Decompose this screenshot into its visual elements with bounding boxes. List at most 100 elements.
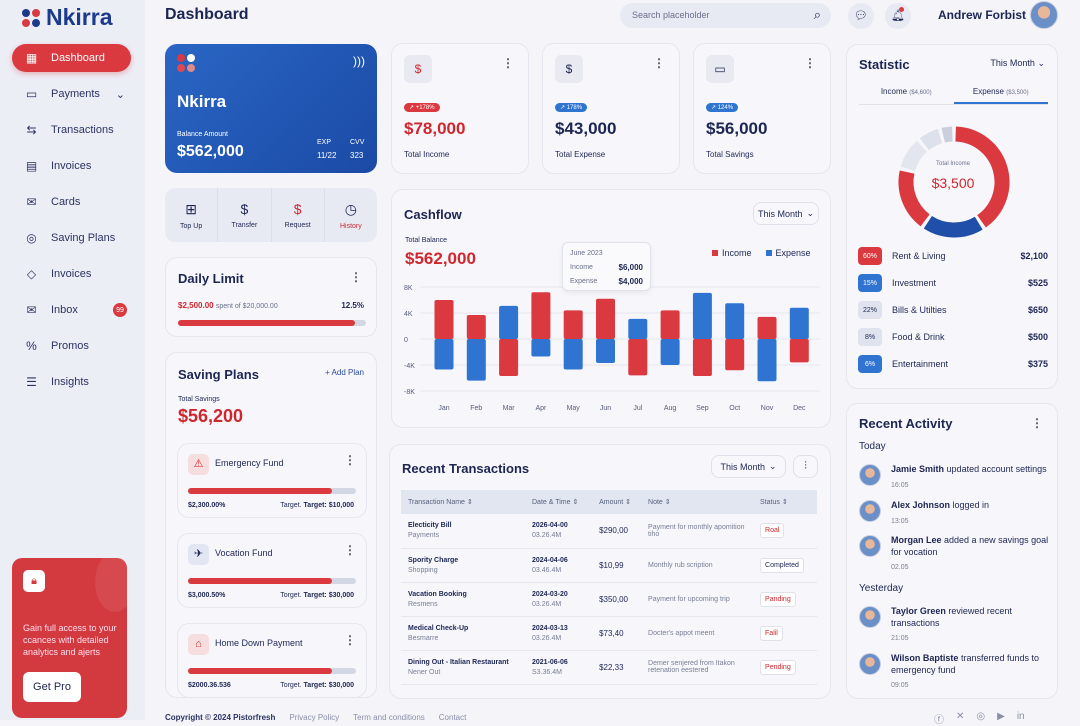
sidebar-item-cards[interactable]: ✉ Cards bbox=[12, 188, 131, 216]
youtube-icon[interactable]: ▶ bbox=[997, 711, 1005, 722]
add-plan-button[interactable]: + Add Plan bbox=[325, 368, 364, 377]
terms-link[interactable]: Term and conditions bbox=[353, 713, 425, 722]
more-icon[interactable]: ⋮ bbox=[653, 56, 665, 70]
more-icon[interactable]: ⋮ bbox=[1031, 416, 1043, 430]
y-tick-label: 4K bbox=[404, 311, 413, 318]
statistic-item[interactable]: 22% Bills & Utilties $650 bbox=[858, 300, 1048, 320]
category-label: Bills & Utilties bbox=[892, 305, 947, 315]
statistic-filter[interactable]: This Month ⌄ bbox=[990, 58, 1045, 68]
statistic-item[interactable]: 15% Investment $525 bbox=[858, 273, 1048, 293]
category-amount: $525 bbox=[1027, 278, 1048, 288]
bar-negative-sep bbox=[692, 339, 712, 377]
activity-item[interactable]: Alex Johnson logged in 13:05 bbox=[859, 500, 1049, 527]
filter-settings-icon[interactable]: ⫶ bbox=[793, 455, 818, 478]
segment-other bbox=[941, 126, 953, 143]
transaction-date: 2026-04-00 bbox=[532, 522, 568, 530]
sidebar-item-inbox[interactable]: ✉ Inbox 99 bbox=[12, 296, 131, 324]
insights-icon: ☰ bbox=[26, 375, 37, 389]
activity-item[interactable]: Wilson Baptiste transferred funds to eme… bbox=[859, 653, 1049, 692]
contactless-icon: ))) bbox=[353, 54, 365, 68]
transaction-category: Shopping bbox=[408, 566, 438, 574]
sidebar-item-payments[interactable]: ▭ Payments ⌄ bbox=[12, 80, 131, 108]
plan-name: Home Down Payment bbox=[215, 638, 303, 648]
saving-plan-item[interactable]: ⌂ Home Down Payment ⋮ $2000.36.536 Torge… bbox=[177, 623, 367, 698]
bar-positive-may bbox=[563, 310, 583, 339]
contact-link[interactable]: Contact bbox=[438, 713, 467, 722]
instagram-icon[interactable]: ◎ bbox=[976, 711, 986, 722]
column-header[interactable]: Date & Time ⇕ bbox=[525, 490, 593, 514]
bar-negative-jul bbox=[628, 339, 648, 376]
column-header[interactable]: Amount ⇕ bbox=[592, 490, 642, 514]
sidebar-item-promos[interactable]: % Promos bbox=[12, 332, 131, 360]
x-tick-label: Jun bbox=[600, 405, 611, 412]
avatar bbox=[859, 464, 881, 486]
privacy-link[interactable]: Privacy Policy bbox=[289, 713, 340, 722]
search-input[interactable]: Search placeholder ⌕ bbox=[620, 3, 831, 28]
transaction-category: Payments bbox=[408, 532, 440, 540]
sidebar-item-invoices[interactable]: ◇ Invoices bbox=[12, 260, 131, 288]
more-icon[interactable]: ⋮ bbox=[502, 56, 514, 70]
activity-user: Morgan Lee bbox=[891, 535, 942, 545]
more-icon[interactable]: ⋮ bbox=[804, 56, 816, 70]
activity-item[interactable]: Taylor Green reviewed recent transaction… bbox=[859, 606, 1049, 645]
activity-item[interactable]: Jamie Smith updated account settings 16:0… bbox=[859, 464, 1049, 491]
more-icon[interactable]: ⋮ bbox=[344, 633, 356, 647]
table-row[interactable]: Dining Out - Italian Restaurant Nener Out… bbox=[401, 650, 817, 685]
facebook-icon[interactable]: ⓕ bbox=[934, 715, 944, 726]
promo-card: 🔒︎ Gain full access to your ccances with… bbox=[12, 558, 127, 718]
bell-icon[interactable]: 🔔︎ bbox=[885, 3, 911, 29]
action-request[interactable]: $ Request bbox=[270, 188, 324, 242]
x-icon[interactable]: ✕ bbox=[956, 711, 965, 722]
transactions-filter[interactable]: This Month ⌄ bbox=[711, 455, 786, 478]
sidebar-item-saving-plans[interactable]: ◎ Saving Plans bbox=[12, 224, 131, 252]
decor-shape bbox=[95, 558, 127, 612]
chevron-down-icon: ⌄ bbox=[806, 208, 815, 218]
tab-expense[interactable]: Expense ($3,500) bbox=[953, 81, 1048, 104]
more-icon[interactable]: ⋮ bbox=[344, 453, 356, 467]
column-header[interactable]: Note ⇕ bbox=[641, 490, 754, 514]
tab-income[interactable]: Income ($4,600) bbox=[880, 87, 932, 96]
search-icon[interactable]: ⌕ bbox=[813, 7, 821, 22]
category-label: Food & Drink bbox=[892, 332, 945, 342]
statistic-item[interactable]: 8% Food & Drink $500 bbox=[858, 327, 1048, 347]
sidebar-item-transactions[interactable]: ⇆ Transactions bbox=[12, 116, 131, 144]
activity-text: transferred funds to emergency fund bbox=[891, 653, 1039, 675]
user-avatar[interactable] bbox=[1030, 1, 1058, 29]
table-row[interactable]: Electicity Bill Payments 2026-04-00 03.26.… bbox=[401, 514, 817, 549]
linkedin-icon[interactable]: in bbox=[1016, 711, 1025, 722]
saving-plan-item[interactable]: ⚠ Emergency Fund ⋮ $2,300.00% Target. Ta… bbox=[177, 443, 367, 518]
column-header[interactable]: Status ⇕ bbox=[753, 490, 817, 514]
table-row[interactable]: Medical Check-Up Besmarre 2024-03-13 03.26… bbox=[401, 616, 817, 651]
activity-user: Jamie Smith bbox=[891, 464, 945, 474]
statistic-item[interactable]: 60% Rent & Living $2,100 bbox=[858, 246, 1048, 266]
sidebar-item-dashboard[interactable]: ▦ Dashboard bbox=[12, 44, 131, 72]
sidebar-item-label: Cards bbox=[51, 196, 81, 208]
more-icon[interactable]: ⋮ bbox=[350, 270, 362, 284]
action-top-up[interactable]: ⊞ Top Up bbox=[165, 188, 217, 242]
transaction-note: Monthly rub scription bbox=[641, 548, 754, 583]
sidebar-item-invoices[interactable]: ▤ Invoices bbox=[12, 152, 131, 180]
cashflow-filter[interactable]: This Month ⌄ bbox=[753, 202, 819, 225]
sidebar-item-insights[interactable]: ☰ Insights bbox=[12, 368, 131, 396]
table-row[interactable]: Vacation Booking Resmens 2024-03-20 03.26.… bbox=[401, 582, 817, 617]
status-badge: Falil bbox=[760, 625, 783, 641]
bank-card[interactable]: ))) Nkirra Balance Amount $562,000 EXP 1… bbox=[165, 44, 377, 173]
get-pro-button[interactable]: Get Pro bbox=[23, 672, 81, 702]
transaction-name: Medical Check-Up bbox=[408, 624, 469, 632]
transaction-note: Docter's appot meent bbox=[641, 616, 754, 651]
saving-plan-item[interactable]: ✈ Vocation Fund ⋮ $3,000.50% Torget. Tar… bbox=[177, 533, 367, 608]
promo-text: Gain full access to your ccances with de… bbox=[23, 623, 117, 657]
statistic-item[interactable]: 6% Entertainment $375 bbox=[858, 354, 1048, 374]
brand-logo[interactable]: Nkirra bbox=[22, 4, 112, 31]
action-transfer[interactable]: $ Transfer bbox=[217, 188, 270, 242]
column-header[interactable]: Transaction Name ⇕ bbox=[401, 490, 525, 514]
more-icon[interactable]: ⋮ bbox=[344, 543, 356, 557]
x-tick-label: Nov bbox=[761, 405, 774, 412]
chat-icon[interactable]: 💬︎ bbox=[848, 3, 874, 29]
user-name[interactable]: Andrew Forbist bbox=[938, 8, 1027, 22]
action-history[interactable]: ◷ History bbox=[323, 188, 377, 242]
target-label: Torget. bbox=[280, 682, 302, 689]
legend-expense: Expense bbox=[765, 248, 811, 258]
activity-item[interactable]: Morgan Lee added a new savings goal for … bbox=[859, 535, 1049, 574]
table-row[interactable]: Spority Charge Shopping 2024-04-06 03.46.4… bbox=[401, 548, 817, 583]
